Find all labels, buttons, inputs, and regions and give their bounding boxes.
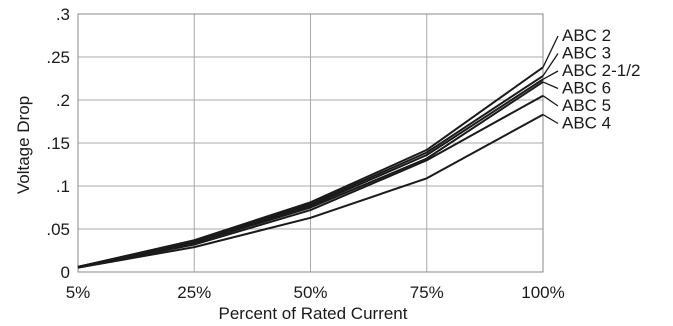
y-tick-label: .3 (56, 5, 70, 24)
series-label: ABC 2 (562, 26, 611, 45)
series-leader-line (542, 81, 559, 90)
series-label: ABC 3 (562, 44, 611, 63)
series-label: ABC 2-1/2 (562, 61, 640, 80)
series-layer (77, 66, 544, 269)
series-leader-line (542, 114, 559, 125)
y-tick-label: .15 (46, 134, 70, 153)
y-tick-label: .25 (46, 48, 70, 67)
series-label: ABC 6 (562, 79, 611, 98)
x-tick-label: 5% (66, 283, 91, 302)
series-leader-line (542, 53, 559, 77)
y-tick-label: .05 (46, 220, 70, 239)
grid-layer (77, 13, 544, 273)
x-tick-label: 25% (177, 283, 211, 302)
series-leader-line (542, 95, 559, 107)
x-tick-label: 50% (293, 283, 327, 302)
y-tick-label: .1 (56, 177, 70, 196)
plot-frame (77, 13, 544, 273)
series-label: ABC 4 (562, 114, 611, 133)
series-leader-line (542, 70, 559, 80)
series-leader-line (542, 35, 559, 68)
tick-layer: 0 .05 .1 .15 .2 .25 .3 5% 25% 50% 75% 100% (46, 5, 564, 302)
series-line-abc-5 (77, 94, 544, 269)
x-axis-title: Percent of Rated Current (219, 304, 408, 323)
y-axis-title: Voltage Drop (14, 96, 33, 194)
series-label: ABC 5 (562, 96, 611, 115)
series-line-abc-6 (77, 81, 544, 268)
x-tick-label: 75% (410, 283, 444, 302)
x-tick-label: 100% (521, 283, 564, 302)
series-line-abc-4 (77, 113, 544, 269)
y-tick-label: 0 (61, 263, 70, 282)
y-tick-label: .2 (56, 91, 70, 110)
